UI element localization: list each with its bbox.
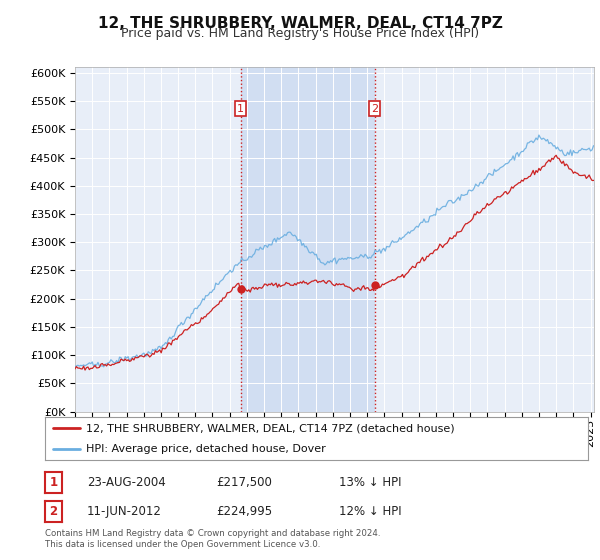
Text: 12, THE SHRUBBERY, WALMER, DEAL, CT14 7PZ: 12, THE SHRUBBERY, WALMER, DEAL, CT14 7P… [98,16,502,31]
Text: 1: 1 [237,104,244,114]
Bar [241,67,375,412]
Text: 23-AUG-2004: 23-AUG-2004 [87,475,166,489]
Text: 11-JUN-2012: 11-JUN-2012 [87,505,162,518]
Text: 12% ↓ HPI: 12% ↓ HPI [339,505,401,518]
Text: 2: 2 [49,505,58,518]
Text: 12, THE SHRUBBERY, WALMER, DEAL, CT14 7PZ (detached house): 12, THE SHRUBBERY, WALMER, DEAL, CT14 7P… [86,423,454,433]
Text: £224,995: £224,995 [216,505,272,518]
Text: £217,500: £217,500 [216,475,272,489]
Text: 1: 1 [49,475,58,489]
Text: 2: 2 [371,104,378,114]
Text: 13% ↓ HPI: 13% ↓ HPI [339,475,401,489]
Text: Contains HM Land Registry data © Crown copyright and database right 2024.
This d: Contains HM Land Registry data © Crown c… [45,529,380,549]
Text: Price paid vs. HM Land Registry's House Price Index (HPI): Price paid vs. HM Land Registry's House … [121,27,479,40]
Text: HPI: Average price, detached house, Dover: HPI: Average price, detached house, Dove… [86,444,325,454]
